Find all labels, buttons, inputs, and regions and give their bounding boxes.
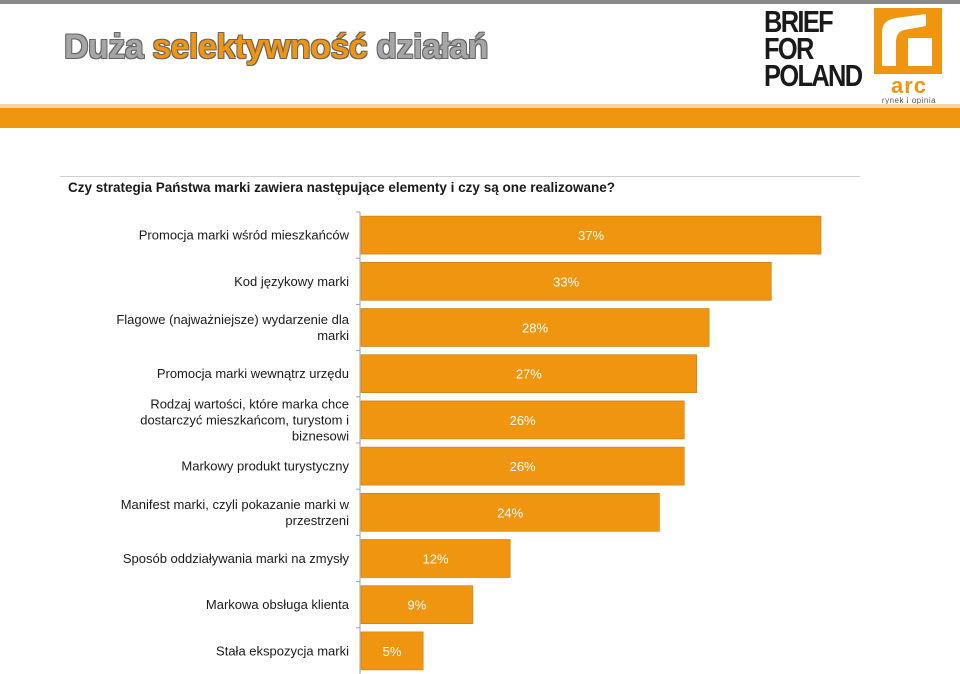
arc-logo: arc rynek i opinia bbox=[874, 8, 944, 105]
value-label-4: 27% bbox=[516, 367, 542, 382]
bar-5 bbox=[360, 400, 685, 440]
value-label-8: 12% bbox=[423, 552, 449, 567]
title-part-2: selektywność bbox=[152, 28, 368, 66]
bar-8 bbox=[360, 539, 511, 578]
bar-4 bbox=[360, 354, 697, 394]
value-label-10: 5% bbox=[383, 644, 402, 659]
category-label-5-line-3: biznesowi bbox=[292, 428, 349, 443]
top-divider bbox=[0, 0, 960, 4]
category-label-1: Promocja marki wśród mieszkańców bbox=[139, 228, 350, 243]
value-label-2: 33% bbox=[553, 274, 579, 289]
value-label-5: 26% bbox=[510, 413, 536, 428]
bar-3 bbox=[360, 308, 710, 347]
slide-title: Duża selektywność działań bbox=[64, 28, 489, 67]
bar-7 bbox=[360, 492, 660, 532]
category-label-7-line-2: przestrzeni bbox=[285, 513, 349, 528]
category-label-9: Markowa obsługa klienta bbox=[206, 597, 350, 612]
logo-line-1: BRIEF bbox=[764, 4, 834, 39]
bar-2 bbox=[360, 261, 772, 301]
category-label-8: Sposób oddziaływania marki na zmysły bbox=[123, 551, 350, 566]
category-label-10: Stała ekspozycja marki bbox=[216, 643, 349, 658]
value-label-1: 37% bbox=[578, 228, 604, 243]
title-part-3: działań bbox=[367, 28, 489, 66]
title-part-1: Duża bbox=[64, 28, 153, 66]
arc-logo-mark-icon bbox=[874, 8, 942, 74]
chart-title: Czy strategia Państwa marki zawiera nast… bbox=[68, 180, 615, 195]
value-label-3: 28% bbox=[522, 321, 548, 336]
bar-1 bbox=[360, 215, 822, 255]
arc-logo-text: arc bbox=[890, 73, 928, 98]
bar-10 bbox=[360, 631, 424, 671]
category-label-3-line-2: marki bbox=[317, 328, 349, 343]
header-band bbox=[0, 108, 960, 128]
value-label-9: 9% bbox=[408, 598, 427, 613]
category-label-2: Kod językowy marki bbox=[234, 274, 349, 289]
category-label-7-line-1: Manifest marki, czyli pokazanie marki w bbox=[121, 497, 350, 512]
category-label-5-line-2: dostarczyć mieszkańcom, turystom i bbox=[140, 412, 349, 427]
category-label-6: Markowy produkt turystyczny bbox=[181, 459, 349, 474]
category-label-5-line-1: Rodzaj wartości, które marka chce bbox=[150, 396, 349, 411]
value-label-7: 24% bbox=[497, 505, 523, 520]
category-label-3-line-1: Flagowe (najważniejsze) wydarzenie dla bbox=[116, 312, 349, 327]
value-label-6: 26% bbox=[510, 459, 536, 474]
category-label-4: Promocja marki wewnątrz urzędu bbox=[157, 366, 349, 381]
logo-line-2: FOR bbox=[764, 31, 814, 66]
header-band-light bbox=[0, 104, 960, 108]
bar-6 bbox=[360, 446, 685, 486]
question-divider bbox=[60, 176, 860, 177]
arc-logo-subtitle: rynek i opinia bbox=[881, 96, 937, 105]
bar-9 bbox=[360, 585, 474, 625]
